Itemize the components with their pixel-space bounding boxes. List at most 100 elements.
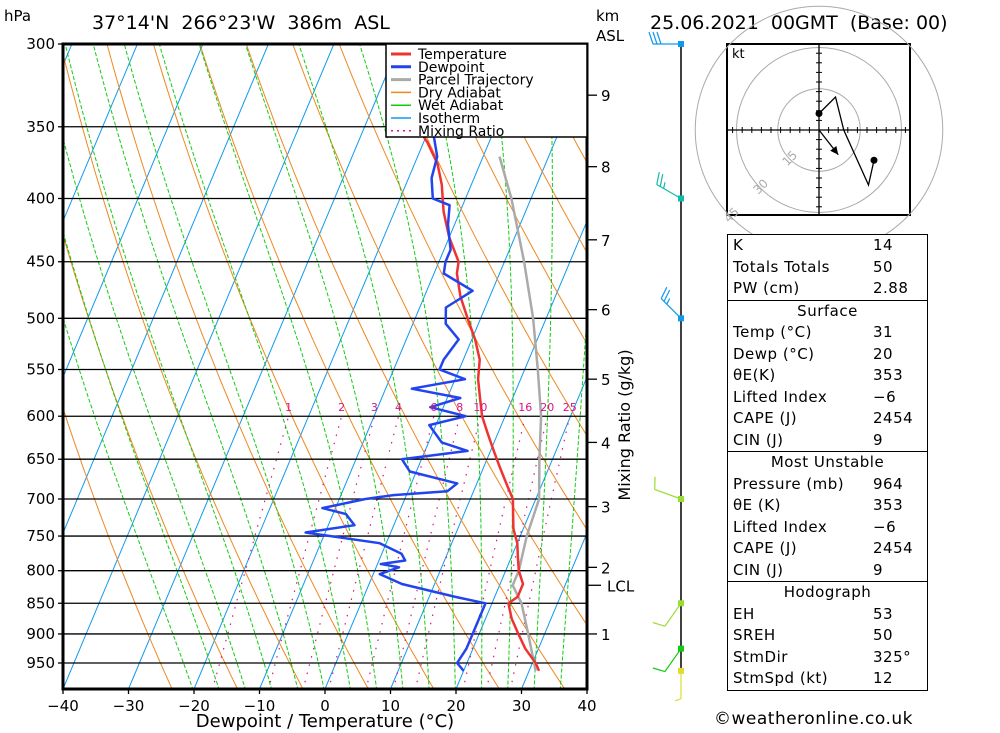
height-tick-label: 8 xyxy=(601,159,611,177)
index-value: 20 xyxy=(873,344,894,363)
isotherm-line xyxy=(259,44,531,689)
mixing-ratio-label: 25 xyxy=(563,401,577,414)
height-tick-label: 2 xyxy=(601,559,611,577)
dewpoint-profile xyxy=(304,44,487,672)
height-tick-label: 5 xyxy=(601,371,611,389)
index-row: Lifted Index −6 xyxy=(728,517,927,539)
index-row: CAPE (J) 2454 xyxy=(728,538,927,560)
pressure-tick-label: 950 xyxy=(26,654,55,672)
mixing-ratio-line xyxy=(267,416,343,689)
location-title: 37°14'N 266°23'W 386m ASL xyxy=(92,12,390,34)
mixing-ratio-line xyxy=(328,416,400,689)
pressure-axis: 300 350 400 450 500 550 600 650 700 750 800 850 900 9… xyxy=(26,35,63,672)
wind-barb xyxy=(652,600,684,627)
height-unit-label: km xyxy=(596,7,619,25)
index-row: Temp (°C) 31 xyxy=(728,322,927,344)
index-label: θE (K) xyxy=(733,496,781,514)
dry-adiabat-line xyxy=(431,44,587,345)
index-row: StmDir 325° xyxy=(728,647,927,669)
pressure-tick-label: 400 xyxy=(26,189,55,207)
index-value: 2454 xyxy=(873,539,914,557)
legend-label: Dewpoint xyxy=(418,60,485,76)
index-value: 325° xyxy=(873,647,912,666)
pressure-tick-label: 900 xyxy=(26,625,55,643)
wind-barb xyxy=(648,31,684,47)
height-tick-label: 6 xyxy=(601,302,611,320)
hodograph-title: Hodograph xyxy=(783,583,872,601)
wet-adiabat-line xyxy=(244,44,404,689)
index-row: SREH 50 xyxy=(728,625,927,647)
temperature-tick-label: 20 xyxy=(446,697,465,715)
storm-motion-arrowhead xyxy=(830,145,839,155)
wind-barb-station-dot xyxy=(678,667,684,674)
mixing-ratio-label: 10 xyxy=(473,401,487,414)
index-label: StmDir xyxy=(733,647,788,666)
mixing-ratio-line xyxy=(211,416,290,689)
pressure-tick-label: 600 xyxy=(26,407,55,425)
pressure-tick-label: 800 xyxy=(26,562,55,580)
mixing-ratio-label: 3 xyxy=(371,401,378,414)
wind-barb-staff xyxy=(664,602,682,627)
isotherm-line xyxy=(63,44,335,689)
isotherm-line xyxy=(521,531,587,689)
pressure-tick-label: 650 xyxy=(26,450,55,468)
mixing-ratio-label: 4 xyxy=(395,401,402,414)
wind-barb-staff xyxy=(660,298,682,319)
index-row: EH 53 xyxy=(728,604,927,626)
height-tick-label: 4 xyxy=(601,434,611,452)
copyright-link[interactable]: ©weatheronline.co.uk xyxy=(714,709,914,729)
index-label: Temp (°C) xyxy=(733,323,812,341)
index-label: Totals Totals xyxy=(733,257,830,276)
mixing-ratio-label: 1 xyxy=(285,401,292,414)
temperature-tick-label: 0 xyxy=(320,697,330,715)
index-value: 50 xyxy=(873,257,894,276)
height-unit-label-asl: ASL xyxy=(596,27,625,45)
index-row: CAPE (J) 2454 xyxy=(728,408,927,430)
hodograph-section: Hodograph EH 53 SREH 50 StmDir 325° StmSpd … xyxy=(728,581,927,690)
dry-adiabat-line xyxy=(943,44,1000,691)
wind-barb xyxy=(674,667,684,702)
pressure-tick-label: 300 xyxy=(26,35,55,53)
pressure-tick-label: 350 xyxy=(26,118,55,136)
wet-adiabat-line xyxy=(198,44,378,689)
wind-barb-half-feather xyxy=(663,182,666,189)
dry-adiabat-line xyxy=(199,44,500,689)
wind-barb-station-dot xyxy=(678,195,684,202)
index-label: Lifted Index xyxy=(733,387,828,406)
wet-adiabat-line xyxy=(489,44,514,689)
parcel-trajectory-profile xyxy=(498,156,543,672)
wind-barb-feather xyxy=(648,31,654,45)
mixing-ratio-line xyxy=(302,416,375,689)
legend-label: Isotherm xyxy=(418,111,480,127)
wind-barb-station-dot xyxy=(678,645,684,652)
index-label: SREH xyxy=(733,626,776,644)
index-row: CIN (J) 9 xyxy=(728,430,927,452)
legend-label: Wet Adiabat xyxy=(418,98,504,114)
index-value: 2.88 xyxy=(873,279,909,297)
index-label: CAPE (J) xyxy=(733,539,798,557)
dry-adiabat-line xyxy=(989,44,1000,691)
wind-barb-station-dot xyxy=(678,600,684,607)
wind-barb-feather xyxy=(652,622,666,627)
wind-barb-half-feather xyxy=(666,298,671,305)
legend-label: Dry Adiabat xyxy=(418,85,501,101)
hodograph-start-point xyxy=(815,110,823,117)
index-label: CIN (J) xyxy=(733,560,784,579)
wind-barb-half-feather xyxy=(674,698,682,702)
index-value: 53 xyxy=(873,604,894,623)
dry-adiabat-line xyxy=(385,44,587,437)
dry-adiabat-line xyxy=(106,44,369,689)
wind-barb xyxy=(660,286,684,322)
index-row: PW (cm) 2.88 xyxy=(728,278,927,300)
temperature-tick-label: −40 xyxy=(47,697,79,715)
pressure-tick-label: 700 xyxy=(26,490,55,508)
most-unstable-title: Most Unstable xyxy=(770,453,885,471)
wind-barb-feather xyxy=(660,286,668,299)
wind-barb-column xyxy=(648,31,684,702)
index-label: CIN (J) xyxy=(733,430,784,449)
wind-barb-feather xyxy=(652,31,658,45)
height-tick-label: 9 xyxy=(601,87,611,105)
isotherm-line xyxy=(128,44,400,689)
